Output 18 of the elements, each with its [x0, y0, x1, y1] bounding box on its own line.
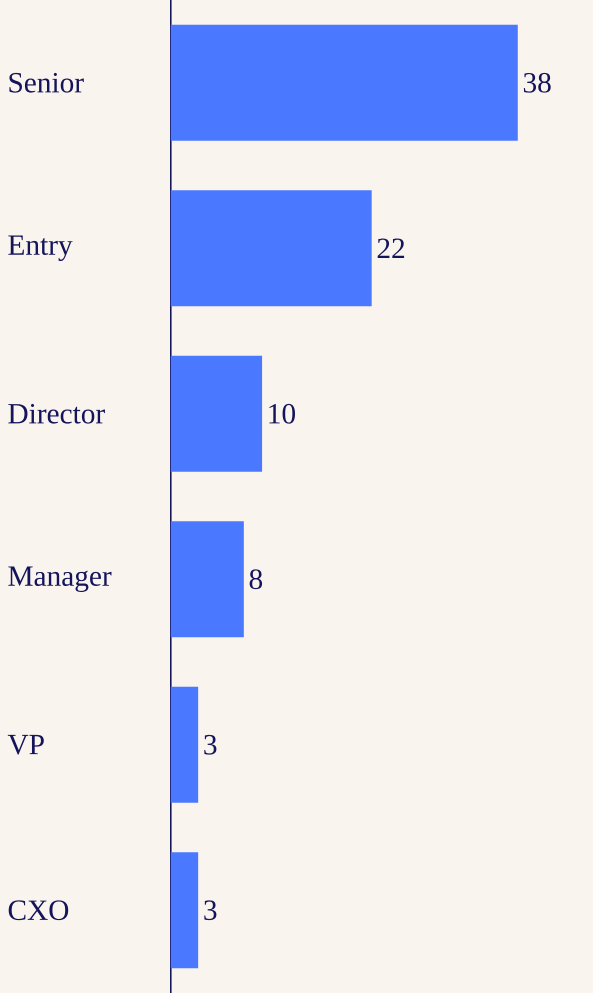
y-tick-label: CXO	[8, 900, 68, 920]
y-tick-label: Manager	[8, 566, 112, 592]
y-tick-label: Senior	[9, 72, 84, 93]
bar	[170, 852, 198, 968]
data-label: 3	[204, 734, 216, 755]
y-tick-label: Entry	[8, 235, 73, 262]
bar	[170, 356, 262, 472]
bar	[170, 24, 518, 141]
bar	[170, 190, 372, 306]
data-label: 38	[524, 72, 551, 93]
bar	[170, 521, 244, 638]
data-label: 8	[250, 569, 262, 590]
data-label: 22	[378, 238, 404, 258]
y-tick-label: VP	[8, 734, 44, 755]
data-label: 3	[204, 900, 216, 920]
data-label: 10	[269, 404, 296, 424]
bar	[170, 686, 198, 803]
y-tick-label: Director	[8, 404, 105, 424]
